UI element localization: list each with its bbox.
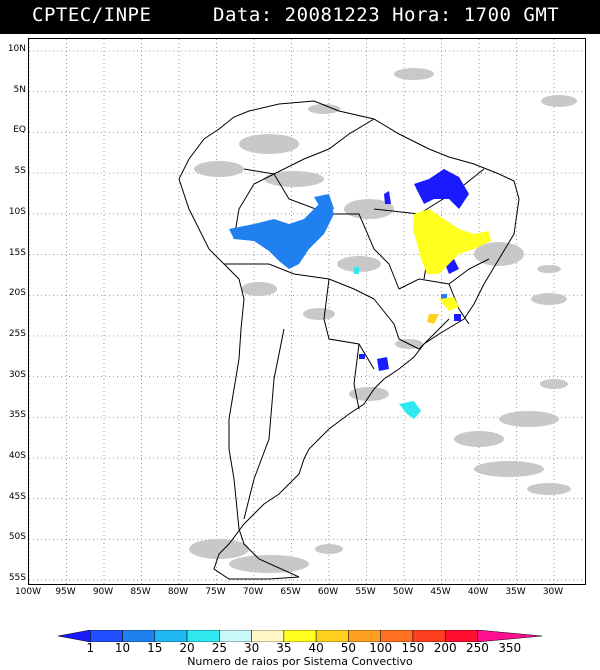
colorbar-tick-label: 350 — [498, 641, 522, 655]
lat-label: 5N — [13, 84, 26, 95]
map-canvas — [29, 39, 585, 584]
colorbar-tick-label: 10 — [114, 641, 131, 655]
colorbar-tick-label: 40 — [308, 641, 324, 655]
lon-label: 80W — [167, 587, 189, 597]
lon-label: 100W — [14, 587, 42, 597]
map-panel — [28, 38, 586, 585]
cloud-cover — [189, 68, 577, 573]
lon-label: 75W — [205, 587, 226, 597]
lon-label: 50W — [392, 587, 414, 597]
colorbar-arrow-high — [477, 630, 542, 642]
title-bar: CPTEC/INPE Data: 20081223 Hora: 1700 GMT — [0, 0, 600, 34]
lon-label: 30W — [542, 587, 564, 597]
lat-label: 10N — [7, 44, 26, 54]
date-time-label: Data: 20081223 Hora: 1700 GMT — [213, 4, 560, 26]
lon-label: 55W — [355, 587, 376, 597]
lon-label: 35W — [505, 587, 526, 597]
colorbar-tick-label: 250 — [466, 641, 489, 655]
colorbar — [58, 630, 542, 642]
lon-label: 70W — [242, 587, 264, 597]
colorbar-tick-label: 15 — [147, 641, 163, 655]
colorbar-tick-label: 35 — [276, 641, 292, 655]
colorbar-tick-label: 150 — [401, 641, 425, 655]
lon-label: 60W — [317, 587, 339, 597]
colorbar-tick-label: 200 — [433, 641, 457, 655]
lat-label: 35S — [8, 410, 26, 421]
lat-label: 5S — [14, 166, 26, 177]
graticule — [29, 39, 585, 584]
colorbar-tick-label: 25 — [211, 641, 227, 655]
colorbar-tick-label: 1 — [86, 641, 95, 655]
lat-label: 20S — [8, 288, 26, 299]
lat-label: EQ — [13, 125, 26, 136]
colorbar-tick-label: 20 — [179, 641, 195, 655]
lon-label: 45W — [430, 587, 451, 597]
lat-label: 45S — [8, 491, 26, 502]
lon-label: 65W — [280, 587, 301, 597]
coastlines — [178, 100, 520, 580]
lat-label: 50S — [8, 532, 26, 543]
lon-label: 85W — [130, 587, 151, 597]
lat-label: 10S — [8, 206, 26, 217]
lat-label: 25S — [8, 328, 26, 339]
colorbar-tick-label: 50 — [340, 641, 357, 655]
colorbar-tick-label: 100 — [369, 641, 393, 655]
colorbar-title: Numero de raios por Sistema Convectivo — [187, 655, 413, 668]
agency-label: CPTEC/INPE — [32, 4, 152, 26]
lat-label: 40S — [8, 451, 26, 461]
lon-label: 90W — [92, 587, 114, 597]
lon-label: 40W — [467, 587, 489, 597]
lat-label: 15S — [8, 247, 26, 258]
lon-label: 95W — [55, 587, 76, 597]
lat-label: 30S — [8, 369, 26, 380]
convective-systems — [229, 169, 491, 419]
colorbar-tick-label: 30 — [243, 641, 260, 655]
lat-label: 55S — [8, 573, 26, 584]
